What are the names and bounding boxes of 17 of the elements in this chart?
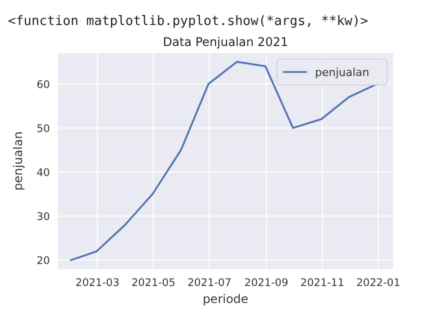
- y-tick-label: 50: [36, 122, 50, 135]
- legend-label: penjualan: [315, 66, 370, 79]
- line-series: [70, 60, 378, 262]
- y-tick-label: 20: [36, 255, 50, 268]
- x-tick-label: 2021-03: [76, 277, 120, 289]
- y-tick-label: 60: [36, 78, 50, 91]
- x-tick-label: 2022-01: [356, 277, 400, 289]
- y-tick-label: 30: [36, 211, 50, 224]
- x-tick-label: 2021-07: [188, 277, 232, 289]
- chart-title: Data Penjualan 2021: [162, 35, 288, 49]
- x-tick-label: 2021-11: [300, 277, 344, 289]
- x-tick-label: 2021-09: [244, 277, 288, 289]
- text: <function matplotlib.pyplot.show(*args, **kw)>: [8, 14, 368, 29]
- x-tick-label: 2021-05: [132, 277, 176, 289]
- y-axis-title: penjualan: [11, 131, 25, 191]
- y-tick-label: 40: [36, 167, 50, 180]
- x-axis-title: periode: [202, 292, 248, 306]
